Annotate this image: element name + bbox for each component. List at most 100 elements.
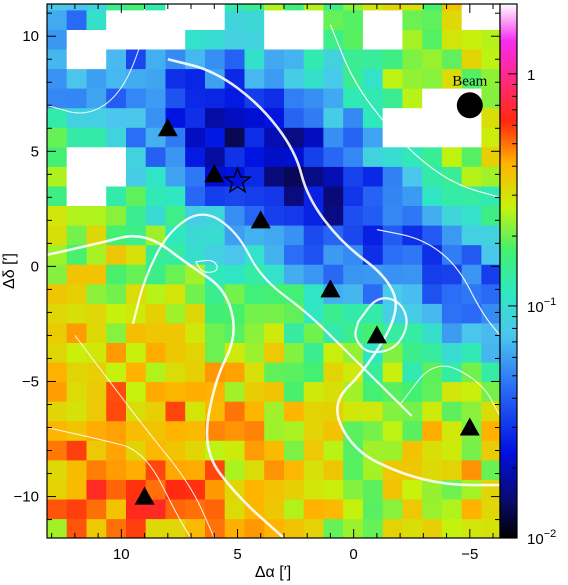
heatmap-cell — [244, 479, 265, 500]
heatmap-cell — [441, 185, 463, 206]
heatmap-cell — [224, 264, 245, 285]
triangle-marker — [366, 325, 387, 344]
heatmap-cell — [264, 146, 285, 167]
heatmap-cell — [402, 361, 423, 383]
heatmap-cell — [47, 381, 68, 402]
heatmap-cell — [244, 518, 265, 538]
heatmap-cell — [244, 4, 265, 11]
heatmap-cell — [86, 498, 107, 520]
heatmap-cell — [264, 498, 285, 520]
heatmap-cell — [402, 29, 423, 50]
heatmap-cell — [481, 420, 500, 441]
heatmap-cell — [343, 88, 364, 109]
heatmap-cell — [303, 146, 324, 167]
heatmap-cell — [382, 479, 403, 500]
heatmap-cell — [303, 303, 324, 324]
heatmap-cell — [303, 459, 324, 480]
heatmap-cell — [165, 29, 186, 50]
heatmap-cell — [402, 205, 423, 226]
heatmap-cell — [126, 166, 147, 187]
heatmap-cell — [402, 166, 423, 187]
heatmap-cell — [402, 420, 423, 441]
heatmap-cell — [126, 264, 147, 285]
heatmap-cell — [47, 342, 68, 363]
heatmap-cell — [343, 283, 364, 304]
heatmap-cell — [205, 127, 226, 148]
heatmap-cell — [264, 185, 285, 206]
heatmap-cell — [224, 127, 245, 148]
heatmap-cell — [323, 518, 344, 538]
heatmap-cell — [66, 4, 87, 11]
heatmap-cell — [284, 68, 305, 89]
x-tick-label: 10 — [113, 546, 130, 563]
heatmap-cell — [205, 68, 226, 89]
heatmap-cell — [165, 264, 186, 285]
heatmap-cell — [66, 9, 87, 31]
x-tick-labels: 10 5 0 −5 — [113, 546, 478, 563]
heatmap-cell — [205, 107, 226, 128]
heatmap-cell — [402, 264, 423, 285]
heatmap-cell — [303, 48, 324, 70]
heatmap-cell — [422, 185, 443, 206]
heatmap-cell — [284, 498, 305, 520]
heatmap-cell — [205, 303, 226, 324]
heatmap-cell — [86, 146, 107, 167]
heatmap-cell — [86, 401, 107, 422]
heatmap-cell — [382, 342, 403, 363]
heatmap-cell — [422, 48, 443, 70]
heatmap-cell — [264, 166, 285, 187]
heatmap-cell — [205, 342, 226, 363]
beam-indicator: Beam — [452, 73, 488, 119]
heatmap-cell — [224, 146, 245, 167]
heatmap-cell — [284, 381, 305, 402]
heatmap-cell — [461, 29, 482, 50]
heatmap-cell — [264, 303, 285, 324]
heatmap-cell — [205, 48, 226, 70]
heatmap-cell — [264, 9, 285, 31]
heatmap-cell — [86, 48, 107, 70]
heatmap-cell — [284, 342, 305, 363]
heatmap-cell — [264, 440, 285, 461]
heatmap-cell — [323, 9, 344, 31]
heatmap-cell — [422, 479, 443, 500]
heatmap-cells — [47, 4, 500, 538]
heatmap-cell — [145, 166, 166, 187]
heatmap-cell — [106, 303, 127, 324]
heatmap-cell — [106, 342, 127, 363]
heatmap-cell — [402, 9, 423, 31]
heatmap-cell — [224, 361, 245, 383]
heatmap-cell — [205, 264, 226, 285]
heatmap-cell — [303, 479, 324, 500]
heatmap-cell — [47, 29, 68, 50]
heatmap-cell — [66, 381, 87, 402]
heatmap-cell — [441, 107, 463, 128]
heatmap-cell — [165, 361, 186, 383]
heatmap-cell — [224, 29, 245, 50]
heatmap-cell — [422, 440, 443, 461]
heatmap-cell — [185, 303, 206, 324]
heatmap-cell — [323, 322, 344, 343]
heatmap-cell — [382, 401, 403, 422]
heatmap-cell — [86, 459, 107, 480]
heatmap-cell — [382, 88, 403, 109]
heatmap-cell — [343, 127, 364, 148]
heatmap-cell — [244, 342, 265, 363]
heatmap-cell — [362, 518, 384, 538]
heatmap-cell — [402, 401, 423, 422]
heatmap-cell — [205, 498, 226, 520]
contour-line — [354, 297, 408, 354]
heatmap-cell — [343, 9, 364, 31]
heatmap-cell — [461, 127, 482, 148]
heatmap-cell — [205, 381, 226, 402]
triangle-marker — [204, 164, 225, 183]
y-tick-label: 10 — [22, 28, 39, 45]
heatmap-cell — [106, 498, 127, 520]
heatmap-cell — [126, 322, 147, 343]
heatmap-cell — [126, 48, 147, 70]
heatmap-cell — [323, 225, 344, 246]
heatmap-cell — [382, 48, 403, 70]
heatmap-cell — [481, 498, 500, 520]
heatmap-cell — [461, 146, 482, 167]
heatmap-cell — [362, 185, 384, 206]
heatmap-cell — [343, 264, 364, 285]
